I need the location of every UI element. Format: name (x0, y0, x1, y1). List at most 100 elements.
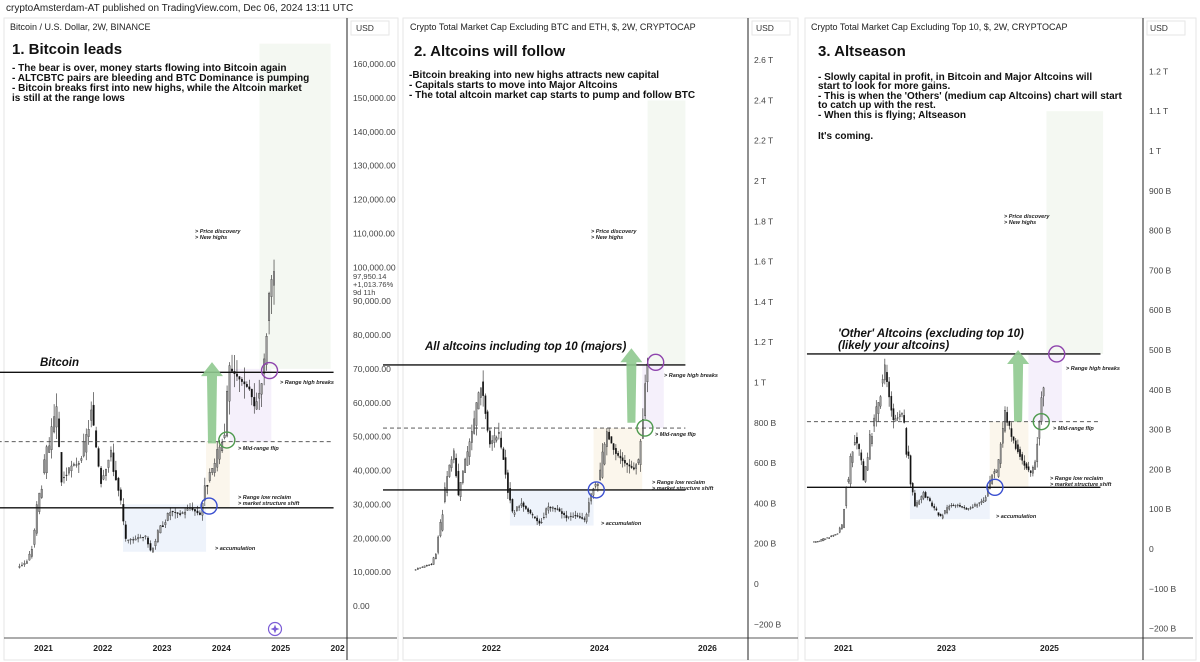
candle (258, 379, 261, 410)
candle (830, 535, 833, 538)
candle-body (1029, 470, 1032, 473)
candle (60, 451, 63, 486)
candle-body (583, 518, 586, 520)
currency-label[interactable]: USD (356, 23, 374, 33)
candle (574, 510, 577, 520)
candle (619, 449, 622, 464)
candle-body (137, 537, 140, 540)
candle (601, 443, 604, 479)
candle-body (53, 416, 56, 433)
candle (497, 422, 500, 440)
candle (461, 470, 464, 485)
candle-body (896, 417, 899, 419)
candle-body (954, 505, 957, 507)
candle (626, 462, 629, 473)
candle (139, 534, 142, 539)
note-line: is still at the range lows (12, 93, 125, 104)
candle (822, 538, 825, 542)
y-tick-label: 500 B (1149, 345, 1172, 355)
candle-body (105, 468, 107, 476)
y-tick-label: 100 B (1149, 504, 1172, 514)
candle (65, 467, 68, 481)
candle (888, 377, 890, 407)
candle-body (560, 511, 563, 514)
candle-body (967, 508, 970, 510)
candle (813, 541, 815, 543)
candle-body (596, 483, 599, 486)
candle (644, 374, 647, 420)
currency-selector[interactable] (1146, 20, 1186, 36)
candle (603, 442, 606, 466)
candle-body (72, 463, 75, 466)
candle (21, 562, 23, 567)
candle (614, 444, 617, 461)
candle-body (623, 460, 626, 464)
candle (122, 498, 125, 526)
candle (828, 537, 831, 539)
candle (1021, 451, 1024, 465)
currency-label[interactable]: USD (756, 23, 774, 33)
candle-body (608, 431, 611, 440)
candle-body (218, 446, 221, 460)
y-tick-label: 40,000.00 (353, 466, 391, 476)
candle (583, 516, 586, 523)
candle-body (439, 522, 442, 537)
candle-body (260, 383, 263, 395)
y-tick-label: 1.4 T (754, 297, 773, 307)
candle (504, 449, 507, 479)
sparkle-icon[interactable] (267, 621, 283, 637)
candle (95, 426, 98, 449)
y-tick-label: 0.00 (353, 601, 370, 611)
annotation: > Mid-range flip (1053, 426, 1094, 432)
candle-body (818, 540, 821, 542)
candle-body (592, 488, 595, 496)
candle (909, 454, 912, 488)
candle-body (223, 434, 226, 438)
candle-body (493, 435, 496, 443)
candle-body (538, 520, 541, 524)
candle (549, 506, 552, 512)
candle-body (1004, 410, 1006, 432)
mid-circle (636, 419, 654, 437)
candle-body (506, 472, 509, 493)
candle-body (147, 537, 149, 545)
candle-body (982, 500, 985, 503)
candle (102, 469, 105, 481)
candle-body (1014, 440, 1017, 449)
candles (18, 259, 275, 569)
candle (206, 484, 209, 495)
candle (903, 409, 905, 424)
candle-body (515, 506, 518, 511)
candle (176, 512, 179, 518)
note-line: - Capitals starts to move into Major Alt… (409, 80, 618, 91)
candle (635, 463, 638, 475)
candle (45, 444, 48, 480)
candle-body (826, 537, 829, 539)
candle (144, 535, 147, 540)
y-tick-label: 200 B (754, 539, 777, 549)
candle (513, 509, 516, 517)
currency-selector[interactable] (751, 20, 791, 36)
currency-label[interactable]: USD (1150, 23, 1168, 33)
candle (939, 513, 942, 517)
candle (1002, 421, 1004, 448)
candle (216, 441, 219, 472)
y-tick-label: 300 B (1149, 425, 1172, 435)
currency-selector[interactable] (350, 20, 390, 36)
candle (963, 505, 966, 510)
candle-body (536, 517, 539, 522)
candle-body (639, 440, 642, 465)
candle-body (443, 487, 446, 502)
candle-body (851, 451, 854, 463)
candle-body (1021, 454, 1024, 461)
candle (933, 503, 936, 511)
candle-body (941, 515, 944, 519)
candle-body (619, 455, 622, 459)
candle-body (92, 404, 95, 426)
y-tick-label: 600 B (1149, 305, 1172, 315)
candle-body (974, 504, 976, 507)
candle (980, 498, 983, 505)
annotation: > Price discovery (195, 229, 241, 235)
candle-body (134, 538, 137, 541)
symbol-label: Bitcoin / U.S. Dollar, 2W, BINANCE (10, 22, 151, 32)
